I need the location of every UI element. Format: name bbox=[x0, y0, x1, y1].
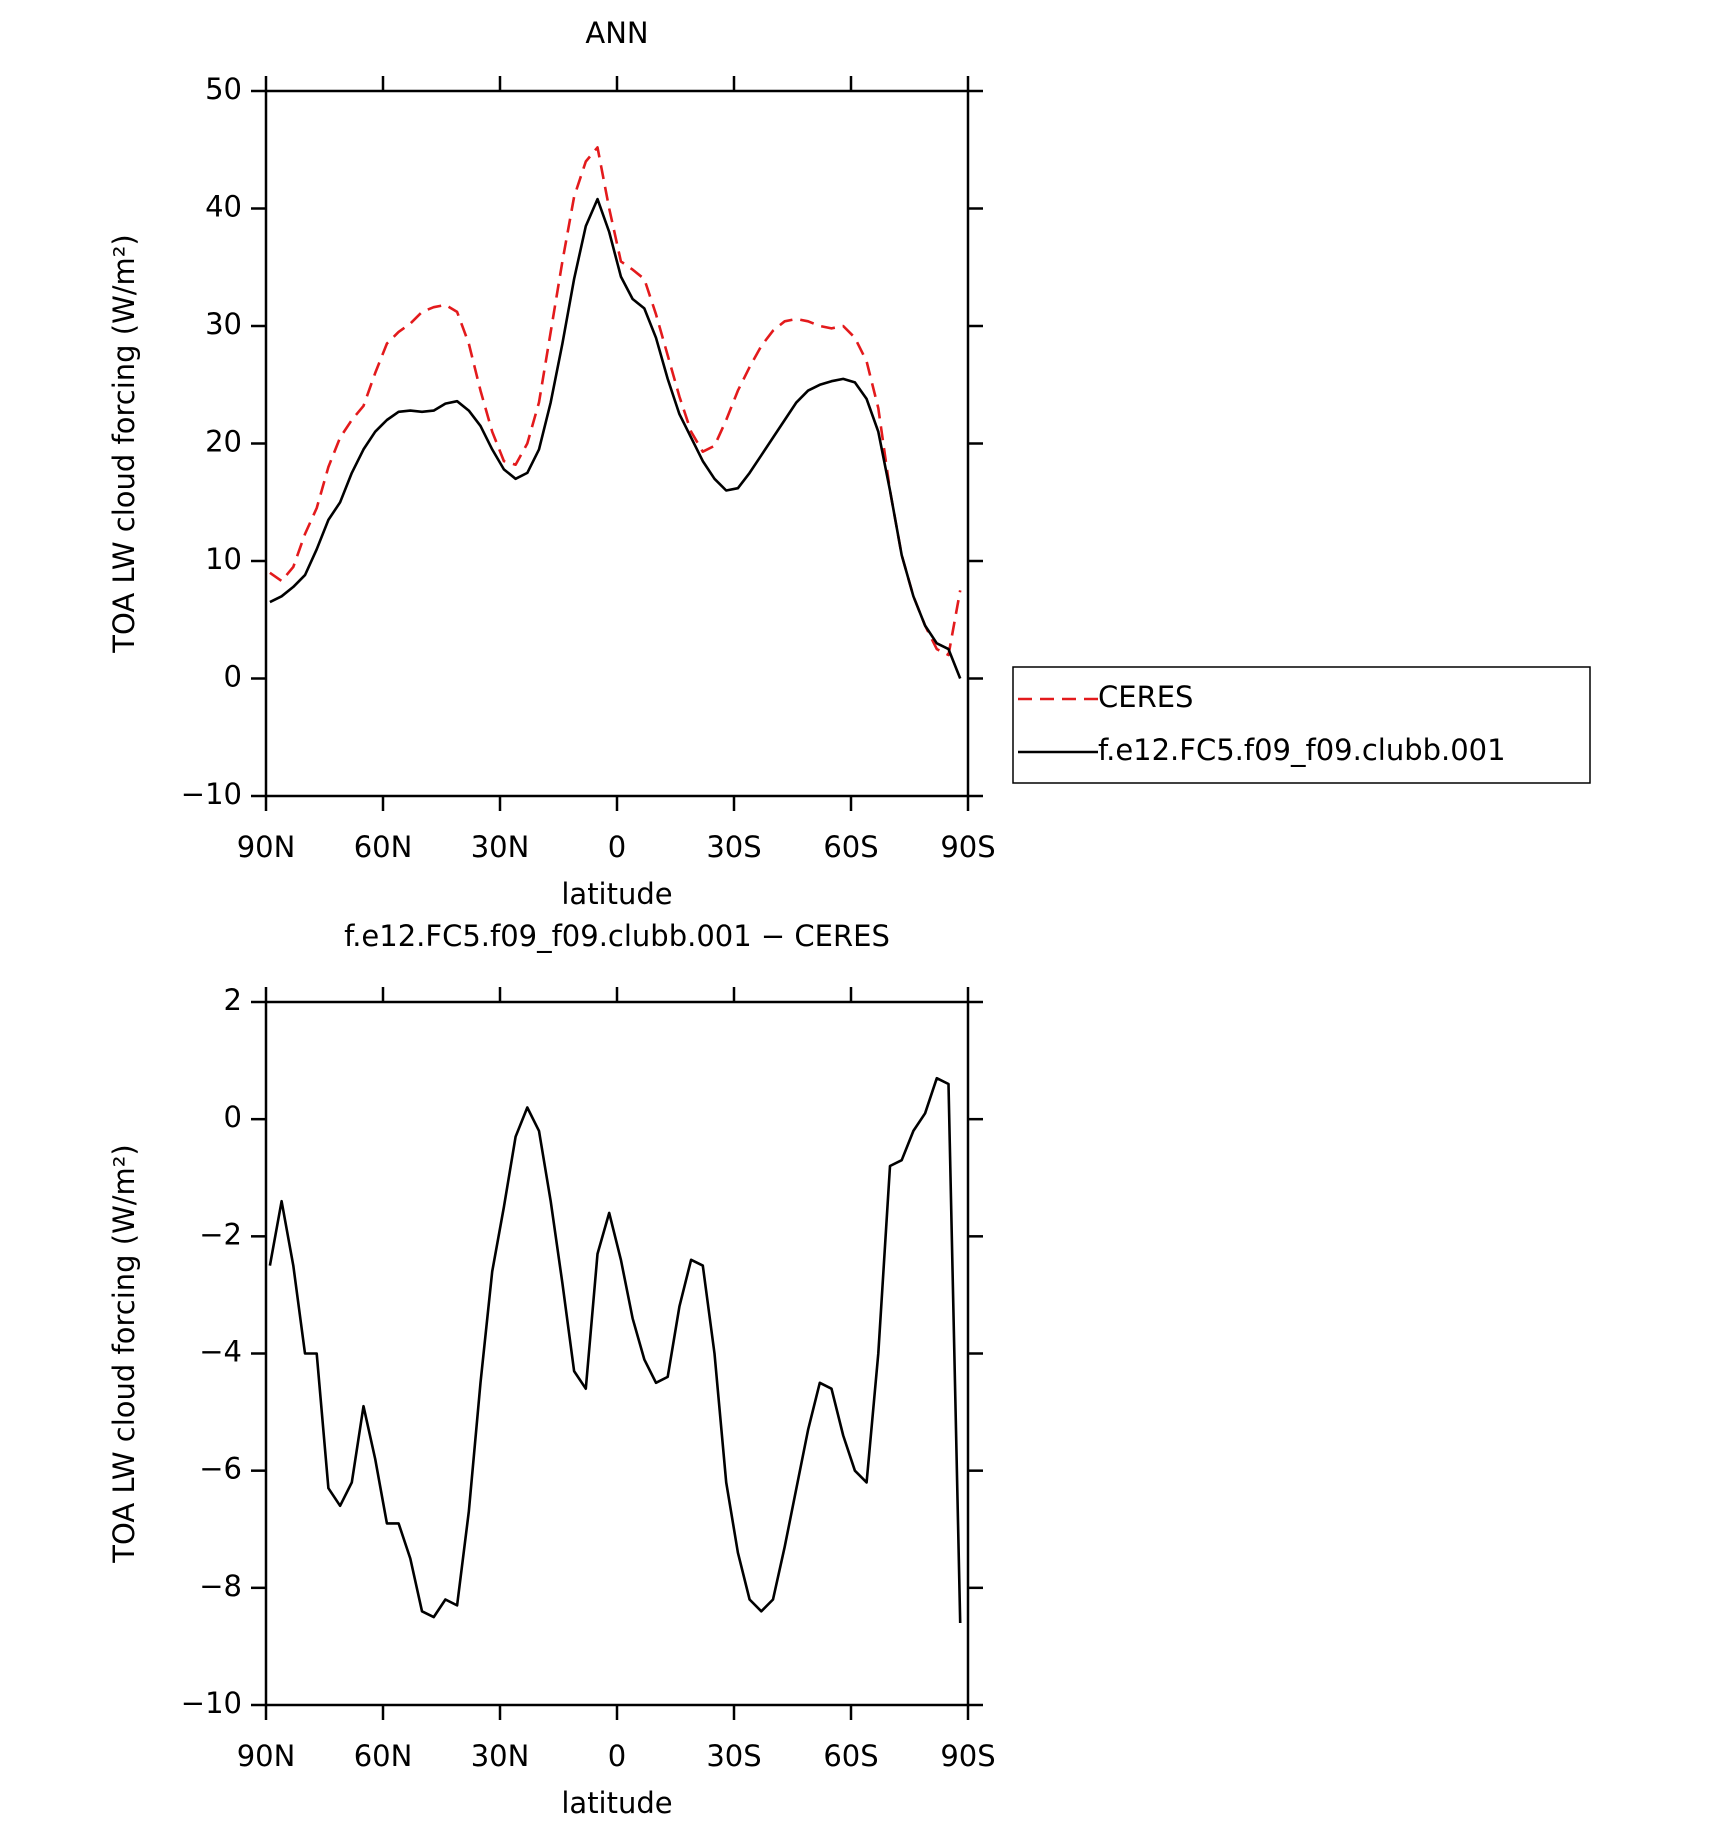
x-tick-label: 30S bbox=[706, 1739, 761, 1773]
y-tick-label: 20 bbox=[205, 425, 242, 459]
series-line bbox=[268, 1076, 962, 1624]
legend-label: CERES bbox=[1098, 680, 1193, 714]
x-tick-label: 90N bbox=[237, 1739, 296, 1773]
x-tick-label: 60N bbox=[354, 1739, 413, 1773]
x-axis-label: latitude bbox=[561, 1786, 672, 1820]
y-tick-label: −2 bbox=[199, 1217, 242, 1251]
y-tick-label: 2 bbox=[224, 983, 242, 1017]
y-tick-label: −10 bbox=[181, 1686, 242, 1720]
series-line bbox=[269, 197, 962, 679]
x-tick-label: 90S bbox=[940, 830, 995, 864]
x-tick-label: 30N bbox=[471, 830, 530, 864]
plot-frame bbox=[264, 89, 970, 798]
y-tick-label: 40 bbox=[205, 190, 242, 224]
y-tick-label: −6 bbox=[199, 1452, 242, 1486]
y-tick-label: −4 bbox=[199, 1335, 242, 1369]
y-tick-label: 30 bbox=[205, 307, 242, 341]
y-tick-label: 10 bbox=[205, 542, 242, 576]
y-tick-label: −8 bbox=[199, 1569, 242, 1603]
chart-title: ANN bbox=[585, 16, 648, 50]
x-tick-label: 90S bbox=[940, 1739, 995, 1773]
chart-title: f.e12.FC5.f09_f09.clubb.001 − CERES bbox=[344, 919, 890, 953]
x-tick-label: 30N bbox=[471, 1739, 530, 1773]
plot-frame bbox=[264, 1000, 970, 1707]
x-tick-label: 30S bbox=[706, 830, 761, 864]
legend-box bbox=[1012, 666, 1591, 784]
x-tick-label: 0 bbox=[608, 1739, 626, 1773]
x-tick-label: 60S bbox=[823, 830, 878, 864]
series-line bbox=[269, 146, 962, 657]
legend-label: f.e12.FC5.f09_f09.clubb.001 bbox=[1098, 733, 1506, 767]
x-tick-label: 90N bbox=[237, 830, 296, 864]
x-axis-label: latitude bbox=[561, 877, 672, 911]
y-tick-label: 50 bbox=[205, 72, 242, 106]
y-tick-label: 0 bbox=[224, 1100, 242, 1134]
x-tick-label: 60N bbox=[354, 830, 413, 864]
y-axis-label: TOA LW cloud forcing (W/m²) bbox=[107, 1144, 141, 1563]
x-tick-label: 0 bbox=[608, 830, 626, 864]
y-tick-label: −10 bbox=[181, 777, 242, 811]
y-tick-label: 0 bbox=[224, 660, 242, 694]
x-tick-label: 60S bbox=[823, 1739, 878, 1773]
y-axis-label: TOA LW cloud forcing (W/m²) bbox=[107, 234, 141, 653]
